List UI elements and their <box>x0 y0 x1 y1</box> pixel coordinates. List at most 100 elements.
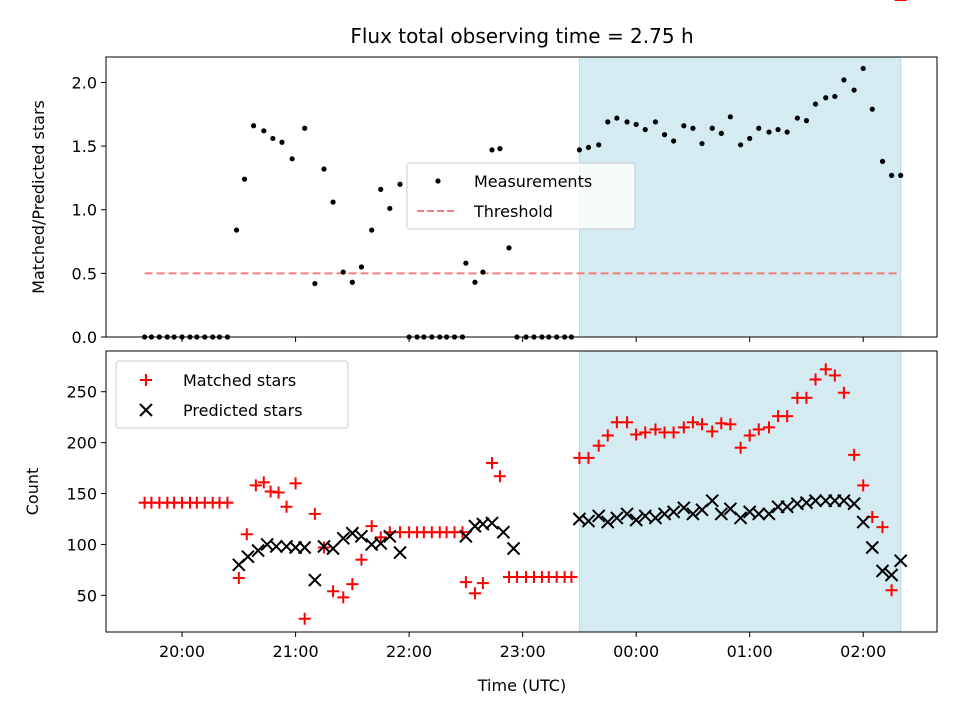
measurement-point <box>369 227 375 233</box>
predicted-star-points <box>232 493 908 587</box>
measurement-point <box>585 144 592 150</box>
measurement-point <box>596 142 602 148</box>
predicted-star-point <box>620 507 634 521</box>
matched-star-point <box>715 417 728 430</box>
measurement-point <box>709 125 715 131</box>
measurement-point <box>480 269 486 275</box>
matched-star-point <box>857 479 870 492</box>
predicted-star-point <box>648 511 663 525</box>
matched-star-point <box>493 470 506 483</box>
measurement-point <box>312 280 318 287</box>
matched-star-point <box>828 369 841 382</box>
y-tick-label: 0.0 <box>72 328 97 347</box>
matched-star-point <box>762 421 775 434</box>
measurement-point <box>233 227 240 233</box>
matched-star-point <box>459 576 472 589</box>
predicted-star-point <box>581 514 596 528</box>
matched-star-point <box>468 587 481 600</box>
legend-matched-label: Matched stars <box>183 371 296 390</box>
y-tick-label: 250 <box>66 383 97 402</box>
legend-threshold-label: Threshold <box>473 202 553 221</box>
predicted-star-point <box>884 568 899 582</box>
matched-star-point <box>221 496 234 509</box>
predicted-star-point <box>629 513 643 527</box>
measurement-point <box>270 135 276 142</box>
x-axis-label: Time (UTC) <box>477 676 566 695</box>
bottom-legend-box <box>115 360 349 429</box>
x-tick-label: 00:00 <box>613 642 659 661</box>
measurement-point <box>289 156 295 162</box>
predicted-star-point <box>269 539 283 554</box>
matched-star-point <box>257 476 270 489</box>
matched-star-point <box>724 418 737 431</box>
matched-star-point <box>582 451 595 464</box>
matched-star-point <box>885 584 898 597</box>
predicted-star-point <box>506 541 521 556</box>
top-panel: 0.00.51.01.52.0 Matched/Predicted stars … <box>29 56 938 347</box>
y-tick-label: 1.0 <box>72 201 97 220</box>
measurement-point <box>261 128 267 134</box>
measurement-point <box>397 181 403 187</box>
bottom-y-axis-label: Count <box>23 468 42 516</box>
predicted-star-point <box>875 564 890 578</box>
measurement-point <box>463 260 469 266</box>
top-legend-box <box>406 162 636 230</box>
measurement-point <box>321 166 327 172</box>
predicted-star-point <box>251 543 265 558</box>
measurement-point <box>888 172 895 178</box>
matched-star-point <box>355 553 368 566</box>
matched-star-point <box>734 441 747 454</box>
y-tick-label: 0.5 <box>72 264 97 283</box>
predicted-star-point <box>308 573 322 587</box>
measurement-point <box>803 118 810 124</box>
x-tick-label: 21:00 <box>273 642 319 661</box>
predicted-star-point <box>666 505 681 519</box>
predicted-star-point <box>762 507 776 521</box>
predicted-star-point <box>865 540 879 555</box>
matched-star-point <box>809 373 822 386</box>
legend-matched-marker <box>140 374 152 386</box>
measurement-point <box>497 146 503 152</box>
predicted-star-point <box>383 529 397 544</box>
measurement-point <box>823 95 829 101</box>
x-tick-label: 22:00 <box>386 642 432 661</box>
matched-star-point <box>289 477 302 490</box>
measurement-point <box>614 115 620 121</box>
predicted-star-point <box>752 507 766 521</box>
matched-star-point <box>696 418 709 431</box>
y-tick-label: 100 <box>66 535 97 554</box>
x-tick-label: 23:00 <box>500 642 546 661</box>
predicted-star-point <box>496 525 511 539</box>
predicted-star-point <box>686 507 700 521</box>
measurement-point <box>340 269 346 275</box>
predicted-star-point <box>837 493 851 508</box>
measurement-point <box>472 279 478 285</box>
measurement-point <box>869 106 875 112</box>
measurement-point <box>812 101 819 107</box>
matched-star-point <box>327 585 340 598</box>
y-tick-label: 150 <box>66 485 97 504</box>
measurement-point <box>279 139 285 145</box>
matched-star-point <box>876 521 889 534</box>
matched-star-point <box>592 439 605 452</box>
matched-star-point <box>630 428 643 441</box>
matched-star-point <box>298 612 311 625</box>
predicted-star-point <box>354 529 369 544</box>
predicted-star-point <box>808 493 823 508</box>
measurement-point <box>250 123 257 129</box>
predicted-star-point <box>733 511 748 525</box>
predicted-star-point <box>610 511 624 525</box>
legend-measurements-label: Measurements <box>474 172 592 191</box>
predicted-star-point <box>893 554 908 568</box>
matched-star-point <box>848 448 861 461</box>
matched-star-point <box>610 416 623 429</box>
measurement-point <box>699 140 705 147</box>
bottom-axes-frame <box>105 350 938 633</box>
top-y-ticks: 0.0 0.5 1.0 1.5 2.0 <box>72 73 106 347</box>
y-tick-label: 2.0 <box>72 73 97 92</box>
predicted-star-point <box>847 497 861 511</box>
predicted-star-point <box>485 516 499 530</box>
matched-star-point <box>781 410 794 423</box>
matched-star-point <box>476 577 489 590</box>
y-tick-label: 1.5 <box>72 137 97 156</box>
